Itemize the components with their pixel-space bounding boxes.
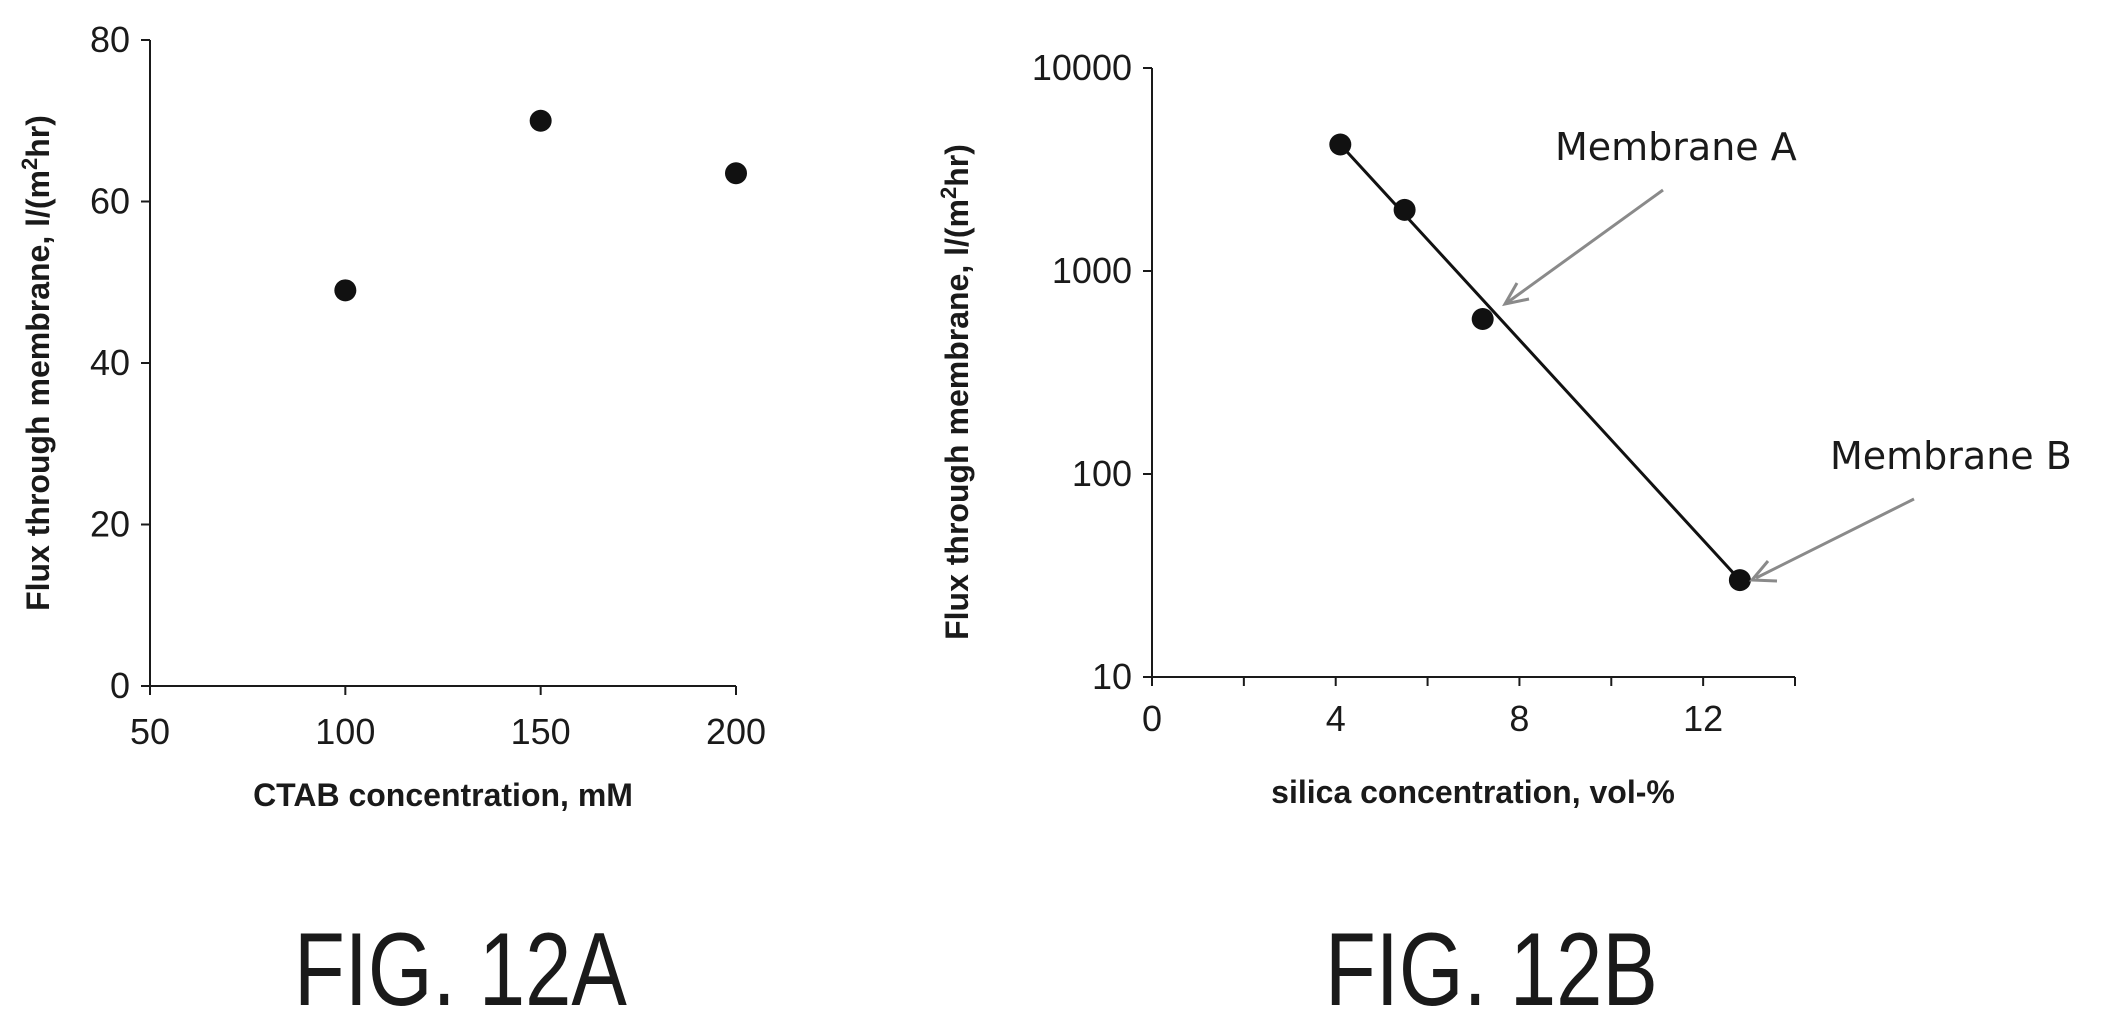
y-tick-label: 40 (90, 342, 130, 383)
x-tick-label: 200 (706, 711, 766, 752)
membrane-b-arrowhead (1748, 560, 1778, 583)
y-tick-label: 1000 (1052, 250, 1132, 291)
x-tick-label: 8 (1509, 698, 1529, 739)
y-tick-label: 60 (90, 181, 130, 222)
data-point (1329, 133, 1352, 156)
figure-caption-12b: FIG. 12B (1325, 911, 1658, 1018)
chart-a-points (334, 109, 747, 302)
membrane-a-arrow (1507, 188, 1664, 304)
chart-b-x-axis-label: silica concentration, vol-% (1271, 774, 1675, 810)
y-tick-label: 20 (90, 504, 130, 545)
x-tick-label: 12 (1683, 698, 1723, 739)
data-point (334, 279, 357, 302)
membrane-b-label: Membrane B (1830, 434, 2072, 478)
y-tick-label: 80 (90, 19, 130, 60)
figure-caption-12a: FIG. 12A (294, 911, 627, 1018)
data-point (725, 162, 747, 185)
membrane-b-arrow (1755, 497, 1915, 580)
chart-a-y-axis-label: Flux through membrane, l/(m2hr) (17, 115, 56, 611)
x-tick-label: 150 (511, 711, 571, 752)
membrane-a-label: Membrane A (1555, 125, 1797, 169)
x-tick-label: 50 (130, 711, 170, 752)
chart-b-y-axis-label: Flux through membrane, l/(m2hr) (936, 144, 975, 640)
data-point (1471, 308, 1494, 331)
chart-b-y-ticks: 10 100 1000 10000 (1032, 47, 1152, 697)
x-tick-label: 100 (315, 711, 375, 752)
chart-a-x-axis-label: CTAB concentration, mM (253, 777, 633, 813)
y-tick-label: 100 (1072, 453, 1132, 494)
chart-a-x-ticks: 50 100 150 200 (130, 686, 766, 752)
chart-12b: 10 100 1000 10000 0 4 8 12 Membrane A Membrane… (936, 47, 2072, 810)
data-point (529, 109, 552, 132)
y-tick-label: 0 (110, 665, 130, 706)
chart-b-points (1329, 133, 1751, 592)
membrane-a-arrowhead (1502, 282, 1530, 307)
chart-a-y-ticks: 0 20 40 60 80 (90, 19, 150, 706)
chart-b-x-ticks: 0 4 8 12 (1142, 677, 1796, 739)
y-tick-label: 10000 (1032, 47, 1132, 88)
data-point (1393, 198, 1416, 221)
data-point (1728, 569, 1751, 592)
x-tick-label: 4 (1326, 698, 1346, 739)
x-tick-label: 0 (1142, 698, 1162, 739)
y-tick-label: 10 (1092, 656, 1132, 697)
chart-12a: 0 20 40 60 80 50 100 150 200 CTAB concentration… (17, 19, 766, 813)
